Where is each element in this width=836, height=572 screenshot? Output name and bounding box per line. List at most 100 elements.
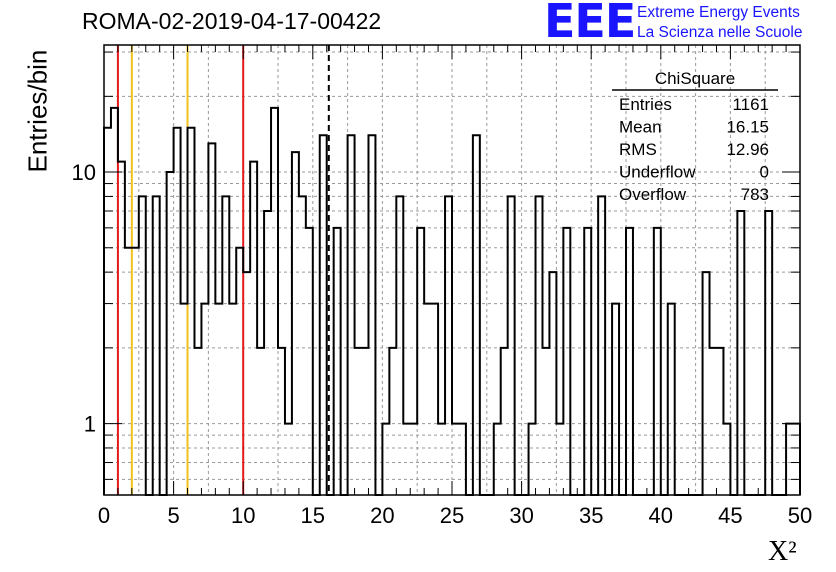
histogram-bin bbox=[716, 348, 723, 495]
histogram-bin bbox=[229, 304, 236, 495]
histogram-bin bbox=[139, 196, 146, 495]
histogram-bin bbox=[765, 211, 772, 495]
histogram-bin bbox=[431, 304, 438, 495]
histogram-bin bbox=[236, 248, 243, 495]
x-tick-label: 40 bbox=[649, 503, 673, 528]
histogram-bin bbox=[654, 228, 661, 495]
histogram-bin bbox=[292, 152, 299, 495]
histogram-bin bbox=[536, 196, 543, 495]
histogram-bin bbox=[410, 424, 417, 495]
histogram-bin bbox=[438, 424, 445, 495]
histogram-bin bbox=[118, 162, 125, 495]
histogram-bin bbox=[452, 424, 459, 495]
stats-box: ChiSquare Entries 1161 Mean 16.15 RMS 12.96 Und… bbox=[612, 69, 778, 204]
histogram-bin bbox=[167, 172, 174, 495]
histogram-bin bbox=[459, 424, 466, 495]
stats-row-value: 0 bbox=[760, 163, 769, 182]
y-tick-label: 10 bbox=[72, 160, 96, 185]
histogram-bin bbox=[250, 162, 257, 495]
histogram-outline bbox=[103, 106, 801, 496]
stats-row-label: Underflow bbox=[619, 163, 696, 182]
stats-row-label: Mean bbox=[619, 118, 662, 137]
histogram-bin bbox=[793, 424, 800, 495]
histogram-bin bbox=[382, 424, 389, 495]
stats-row-label: Overflow bbox=[619, 185, 687, 204]
histogram-bin bbox=[188, 128, 195, 495]
histogram-bin bbox=[396, 196, 403, 495]
histogram-bin bbox=[403, 424, 410, 495]
histogram-bin bbox=[174, 128, 181, 495]
histogram-bin bbox=[549, 272, 556, 495]
histogram-bin bbox=[584, 228, 591, 495]
histogram-bin bbox=[612, 304, 619, 495]
histogram-bin bbox=[132, 248, 139, 495]
histogram-bin bbox=[104, 128, 111, 495]
chart-title: ROMA-02-2019-04-17-00422 bbox=[82, 8, 382, 34]
stats-row-label: RMS bbox=[619, 140, 657, 159]
x-tick-label: 15 bbox=[301, 503, 325, 528]
histogram-bin bbox=[194, 348, 201, 495]
stats-row-value: 16.15 bbox=[726, 118, 769, 137]
histogram-bin bbox=[508, 196, 515, 495]
histogram-bin bbox=[285, 424, 292, 495]
histogram-bin bbox=[786, 424, 793, 495]
histogram-bin bbox=[271, 108, 278, 495]
histogram-bin bbox=[111, 108, 118, 495]
histogram-bin bbox=[703, 272, 710, 495]
x-tick-label: 35 bbox=[579, 503, 603, 528]
histogram-bin bbox=[334, 228, 341, 495]
x-tick-label: 25 bbox=[440, 503, 464, 528]
x-tick-label: 5 bbox=[167, 503, 179, 528]
histogram-bin bbox=[222, 196, 229, 495]
histogram-bin bbox=[362, 348, 369, 495]
histogram-bins bbox=[103, 106, 801, 496]
histogram-bin bbox=[626, 228, 633, 495]
x-axis-label: X² bbox=[768, 536, 797, 567]
histogram-bin bbox=[710, 348, 717, 495]
histogram-bin bbox=[208, 143, 215, 495]
x-tick-label: 30 bbox=[509, 503, 533, 528]
x-tick-label: 20 bbox=[370, 503, 394, 528]
stats-row-value: 1161 bbox=[732, 95, 769, 114]
histogram-bin bbox=[501, 348, 508, 495]
histogram-bin bbox=[737, 211, 744, 495]
histogram-bin bbox=[243, 272, 250, 495]
histogram-bin bbox=[320, 135, 327, 495]
histogram-bin bbox=[348, 135, 355, 495]
y-tick-label: 1 bbox=[84, 412, 96, 437]
histogram-bin bbox=[563, 228, 570, 495]
stats-title: ChiSquare bbox=[655, 69, 735, 88]
histogram-bin bbox=[368, 135, 375, 495]
logo-text-line-2: La Scienza nelle Scuole bbox=[637, 24, 803, 41]
histogram-bin bbox=[668, 304, 675, 495]
histogram-bin bbox=[306, 228, 313, 495]
histogram-bin bbox=[257, 348, 264, 495]
histogram-bin bbox=[355, 348, 362, 495]
histogram-bin bbox=[424, 304, 431, 495]
x-tick-label: 10 bbox=[231, 503, 255, 528]
histogram-bin bbox=[215, 304, 222, 495]
histogram-bin bbox=[542, 348, 549, 495]
histogram-bin bbox=[201, 304, 208, 495]
stats-row-value: 12.96 bbox=[726, 140, 769, 159]
histogram-bin bbox=[598, 196, 605, 495]
axes: 0 5 10 15 20 25 30 35 40 45 50 1 10 bbox=[72, 44, 812, 528]
histogram-bin bbox=[556, 424, 563, 495]
histogram-bin bbox=[299, 196, 306, 495]
histogram-bin bbox=[389, 348, 396, 495]
histogram-bin bbox=[473, 135, 480, 495]
histogram-bin bbox=[264, 211, 271, 495]
histogram-bin bbox=[445, 196, 452, 495]
histogram-bin bbox=[494, 424, 501, 495]
x-tick-label: 50 bbox=[788, 503, 812, 528]
histogram-bin bbox=[125, 248, 132, 495]
stats-row-value: 783 bbox=[741, 185, 769, 204]
x-tick-label: 0 bbox=[98, 503, 110, 528]
histogram-bin bbox=[417, 228, 424, 495]
histogram-bin bbox=[153, 196, 160, 495]
stats-row-label: Entries bbox=[619, 95, 672, 114]
logo-text-line-1: Extreme Energy Events bbox=[637, 4, 800, 21]
x-tick-label: 45 bbox=[718, 503, 742, 528]
histogram-bin bbox=[723, 424, 730, 495]
